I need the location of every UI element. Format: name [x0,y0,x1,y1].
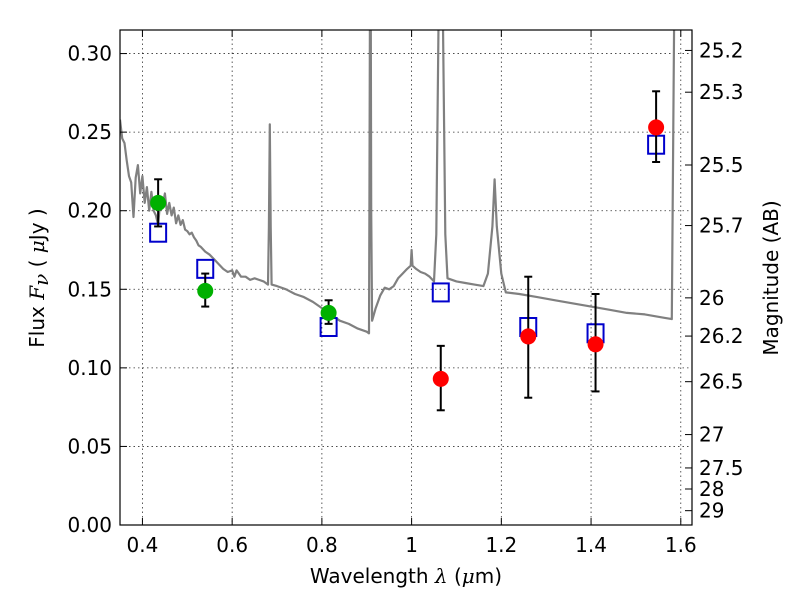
magnitude-tick-label: 27 [699,423,724,447]
model-band-marker [431,282,450,303]
x-tick-label: 0.4 [127,533,159,557]
magnitude-tick-label: 26.2 [699,324,744,348]
magnitude-tick-label: 26 [699,286,724,310]
y-tick-label: 0.00 [67,513,112,537]
magnitude-tick-label: 25.5 [699,153,744,177]
magnitude-tick-label: 28 [699,477,724,501]
magnitude-tick-label: 29 [699,499,724,523]
model-band-markers [149,134,666,344]
y-tick-label: 0.30 [67,42,112,66]
error-bars [154,90,661,412]
y-tick-label: 0.15 [67,277,112,301]
y-tick-label: 0.10 [67,356,112,380]
magnitude-tick-label: 27.5 [699,456,744,480]
x-tick-label: 1 [405,533,418,557]
magnitude-tick-label: 25.2 [699,38,744,62]
observed-point-red [587,336,604,353]
plot-frame [119,29,693,526]
observed-point-red [520,328,537,345]
y-tick-label: 0.25 [67,120,112,144]
x-axis-ticks: 0.4 0.6 0.8 1 1.2 1.4 1.6 [127,30,697,557]
magnitude-axis-label: Magnitude (AB) [759,200,783,355]
y-tick-label: 0.20 [67,199,112,223]
x-tick-label: 1.4 [575,533,607,557]
x-tick-label: 0.6 [216,533,248,557]
y-axis-label: Flux Fν ( μJy ) [25,208,53,347]
magnitude-tick-label: 26.5 [699,370,744,394]
observed-points [150,119,665,387]
y-tick-label: 0.05 [67,434,112,458]
magnitude-tick-label: 25.3 [699,80,744,104]
x-tick-label: 1.2 [485,533,517,557]
y-axis-ticks: 0.00 0.05 0.10 0.15 0.20 0.25 0.30 [67,42,127,537]
observed-point-green [320,304,337,321]
observed-point-green [197,282,214,299]
x-axis-label: Wavelength λ (μm) [310,564,502,588]
observed-point-red [648,119,665,136]
observed-point-green [150,194,167,211]
x-tick-label: 1.6 [665,533,697,557]
observed-point-red [432,370,449,387]
magnitude-tick-label: 25.7 [699,214,744,238]
x-tick-label: 0.8 [306,533,338,557]
